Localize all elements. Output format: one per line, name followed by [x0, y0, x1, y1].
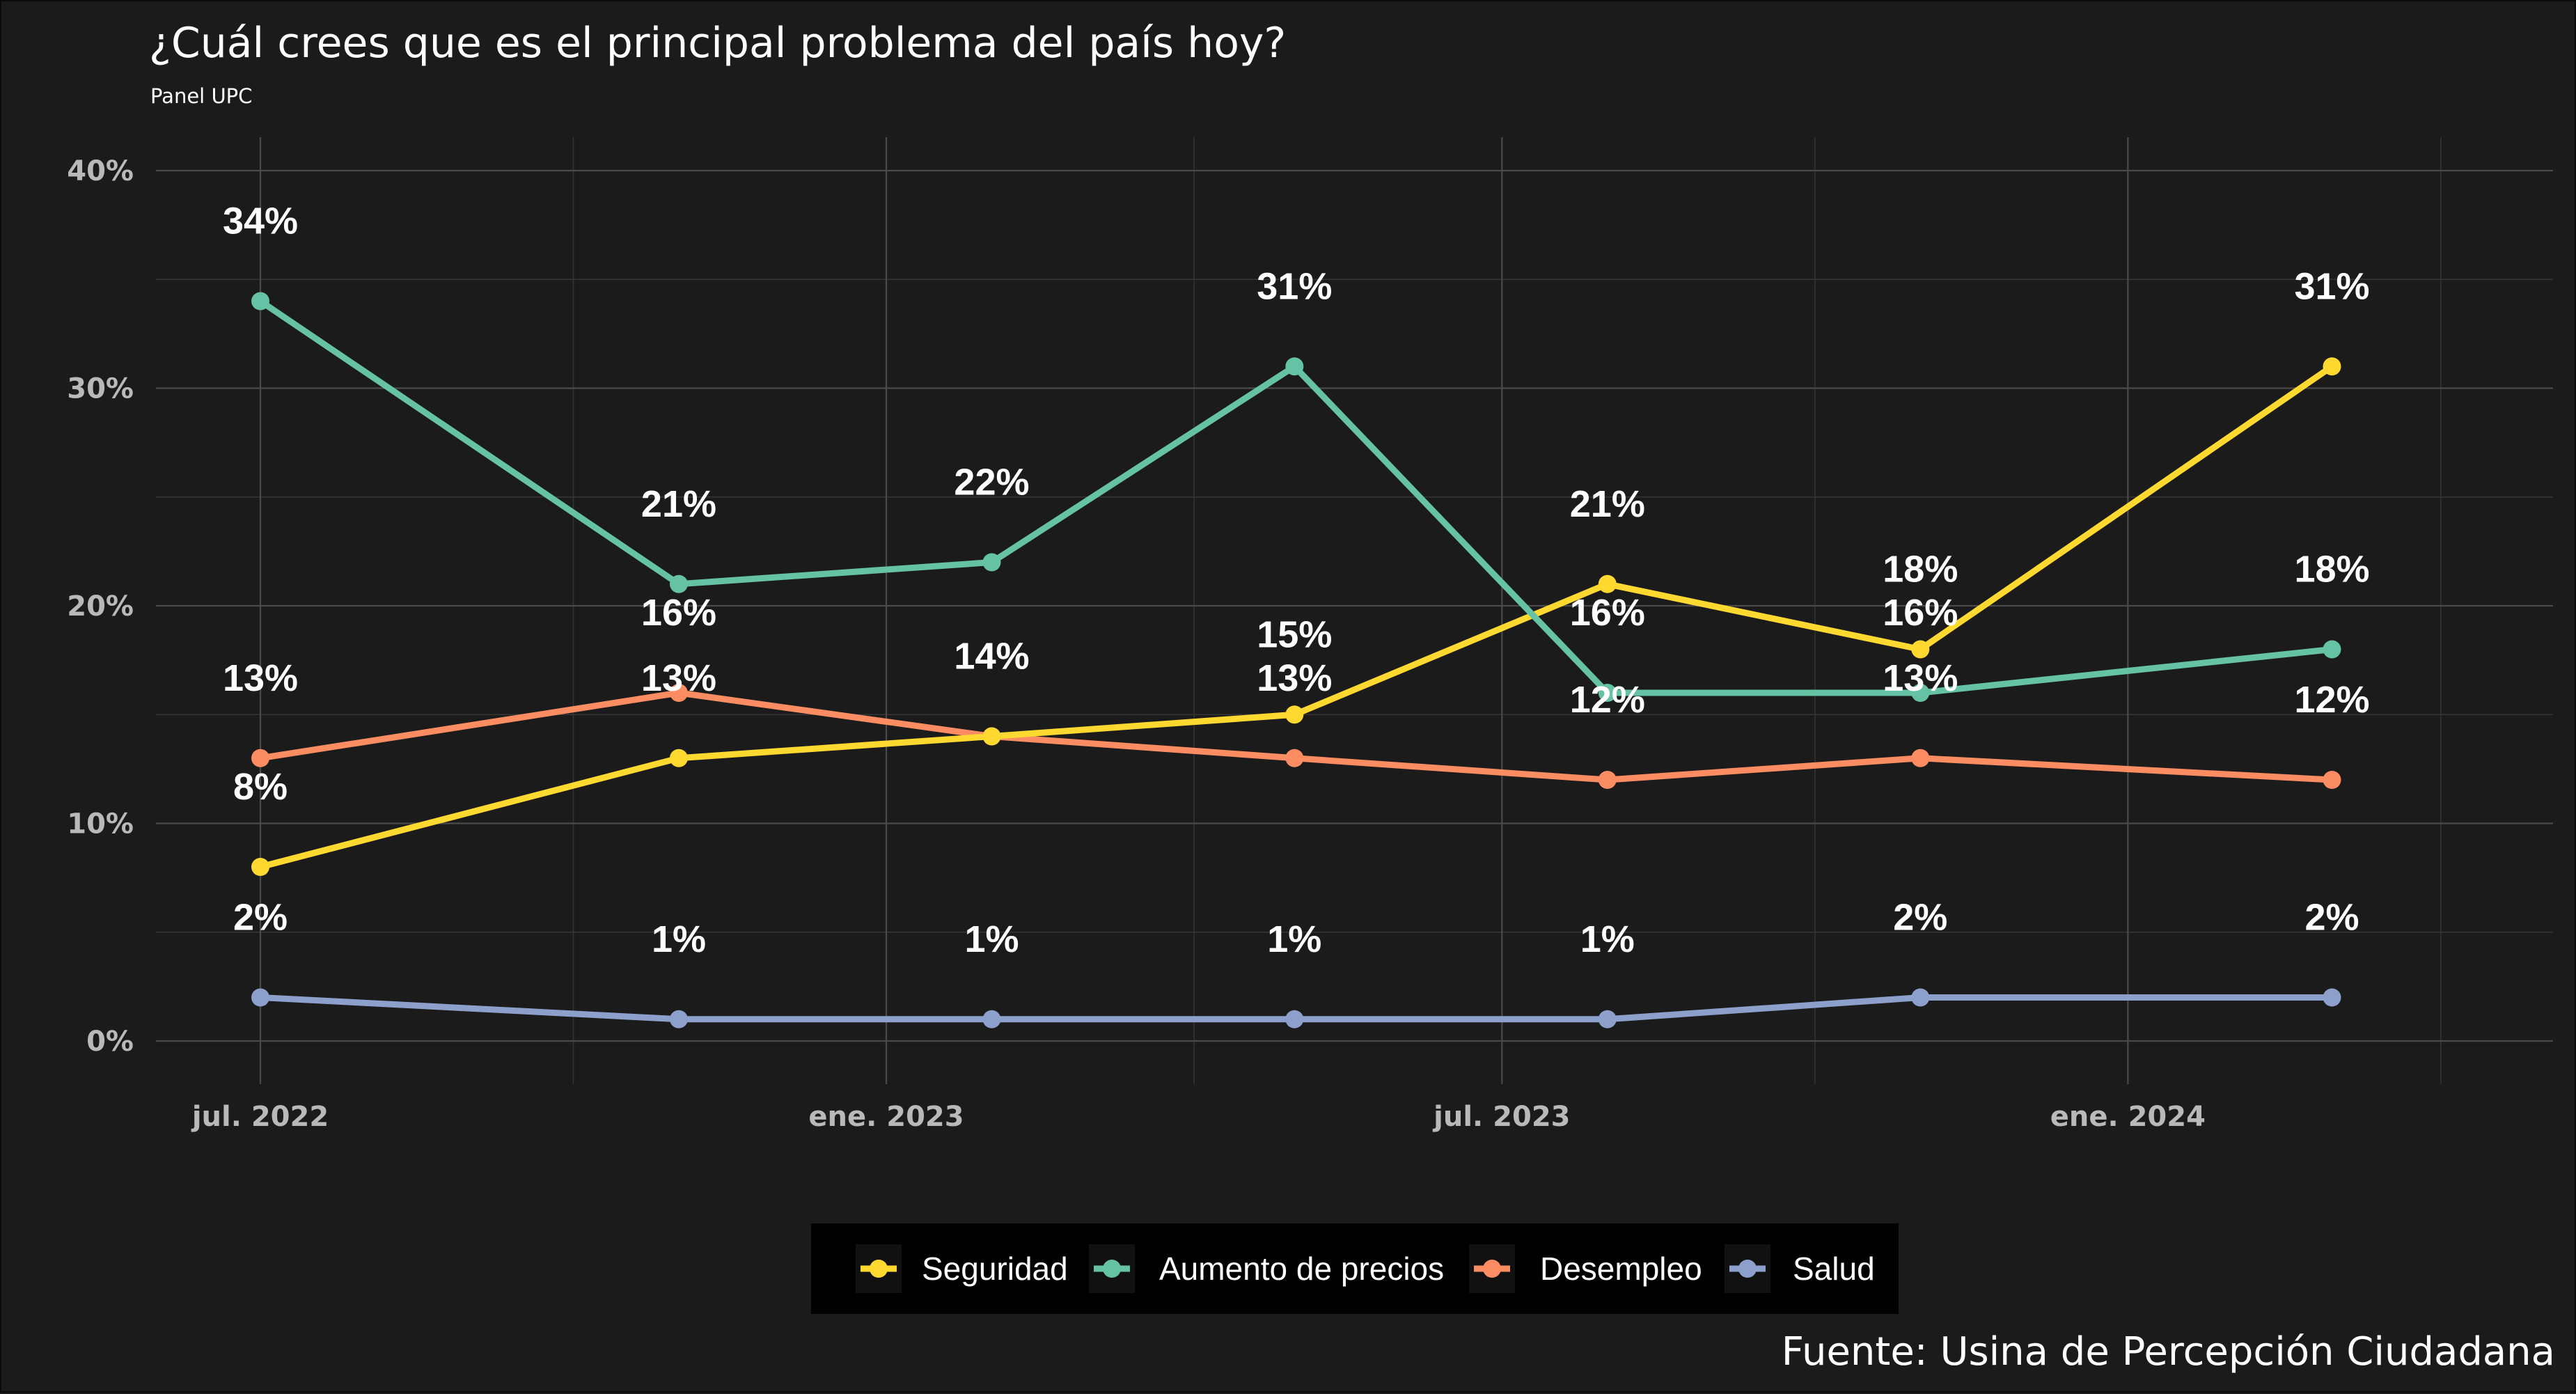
data-label: 14% — [954, 636, 1029, 678]
x-tick-label: jul. 2022 — [191, 1101, 329, 1133]
x-axis-ticks: jul. 2022 ene. 2023 jul. 2023 ene. 2024 — [191, 1101, 2206, 1133]
series-point — [982, 553, 1001, 572]
data-label: 12% — [2294, 679, 2369, 721]
data-label: 2% — [233, 897, 288, 939]
series-point — [982, 727, 1001, 746]
series-point — [251, 292, 269, 311]
series-points — [251, 292, 2341, 1028]
series-point — [1285, 705, 1304, 724]
series-point — [1285, 749, 1304, 767]
series-point — [1285, 1010, 1304, 1028]
series-point — [1911, 640, 1930, 659]
series-point — [2323, 357, 2341, 376]
y-tick-label: 0% — [86, 1026, 134, 1058]
y-axis-ticks: 0% 10% 20% 30% 40% — [67, 155, 134, 1058]
legend-key-point — [870, 1260, 888, 1278]
legend-label: Salud — [1793, 1251, 1875, 1287]
series-point — [251, 858, 269, 876]
data-label: 1% — [1580, 918, 1635, 960]
data-label: 13% — [1883, 657, 1958, 699]
legend-label: Aumento de precios — [1159, 1251, 1444, 1287]
chart-subtitle: Panel UPC — [150, 84, 252, 108]
data-label: 13% — [641, 657, 716, 699]
data-label: 8% — [233, 766, 288, 808]
y-tick-label: 20% — [67, 590, 134, 622]
major-gridlines — [156, 137, 2553, 1084]
legend-label: Seguridad — [922, 1251, 1068, 1287]
data-label: 21% — [1570, 483, 1645, 525]
series-point — [669, 684, 688, 702]
legend-key-point — [1738, 1260, 1757, 1278]
x-tick-label: jul. 2023 — [1432, 1101, 1570, 1133]
data-label: 31% — [1257, 265, 1332, 307]
chart-title: ¿Cuál crees que es el principal problema… — [149, 19, 1286, 68]
x-tick-label: ene. 2023 — [808, 1101, 964, 1133]
series-point — [669, 574, 688, 593]
series-point — [2323, 771, 2341, 789]
x-tick-label: ene. 2024 — [2050, 1101, 2206, 1133]
data-label: 1% — [964, 918, 1019, 960]
data-label: 14% — [954, 636, 1029, 678]
series-point — [1598, 574, 1617, 593]
data-label: 12% — [1570, 679, 1645, 721]
data-label: 15% — [1257, 613, 1332, 655]
series-point — [1911, 988, 1930, 1007]
legend-background — [811, 1223, 1899, 1314]
series-point — [2323, 988, 2341, 1007]
legend-key-point — [1103, 1260, 1121, 1278]
data-label: 31% — [2294, 265, 2369, 307]
data-label: 16% — [1570, 592, 1645, 634]
series-point — [982, 1010, 1001, 1028]
data-label: 18% — [2294, 549, 2369, 590]
data-label: 16% — [1883, 592, 1958, 634]
minor-gridlines — [156, 137, 2553, 1084]
series-point — [1598, 771, 1617, 789]
legend-label: Desempleo — [1540, 1251, 1702, 1287]
series-point — [669, 1010, 688, 1028]
data-label: 21% — [641, 483, 716, 525]
data-label: 18% — [1883, 549, 1958, 590]
data-label: 2% — [2304, 897, 2359, 939]
series-point — [251, 988, 269, 1007]
y-tick-label: 40% — [67, 155, 134, 187]
series-point — [1911, 749, 1930, 767]
y-tick-label: 30% — [67, 373, 134, 405]
data-label: 1% — [1267, 918, 1321, 960]
y-tick-label: 10% — [67, 808, 134, 840]
series-point — [2323, 640, 2341, 659]
series-point — [1285, 357, 1304, 376]
legend-key-point — [1483, 1260, 1501, 1278]
data-label: 22% — [954, 462, 1029, 503]
legend: Seguridad Aumento de precios Desempleo Salu… — [811, 1223, 1899, 1314]
data-label: 2% — [1893, 897, 1947, 939]
data-label: 13% — [223, 657, 298, 699]
series-point — [1598, 1010, 1617, 1028]
data-label: 13% — [1257, 657, 1332, 699]
data-labels: 8%13%14%15%21%18%31%34%21%22%31%16% 16%18… — [223, 201, 2370, 960]
series-point — [669, 749, 688, 767]
series-point — [1911, 684, 1930, 702]
series-point — [251, 749, 269, 767]
data-label: 34% — [223, 201, 298, 242]
data-label: 1% — [652, 918, 706, 960]
chart-caption: Fuente: Usina de Percepción Ciudadana — [1782, 1329, 2555, 1375]
data-label: 16% — [641, 592, 716, 634]
series-point — [1598, 684, 1617, 702]
